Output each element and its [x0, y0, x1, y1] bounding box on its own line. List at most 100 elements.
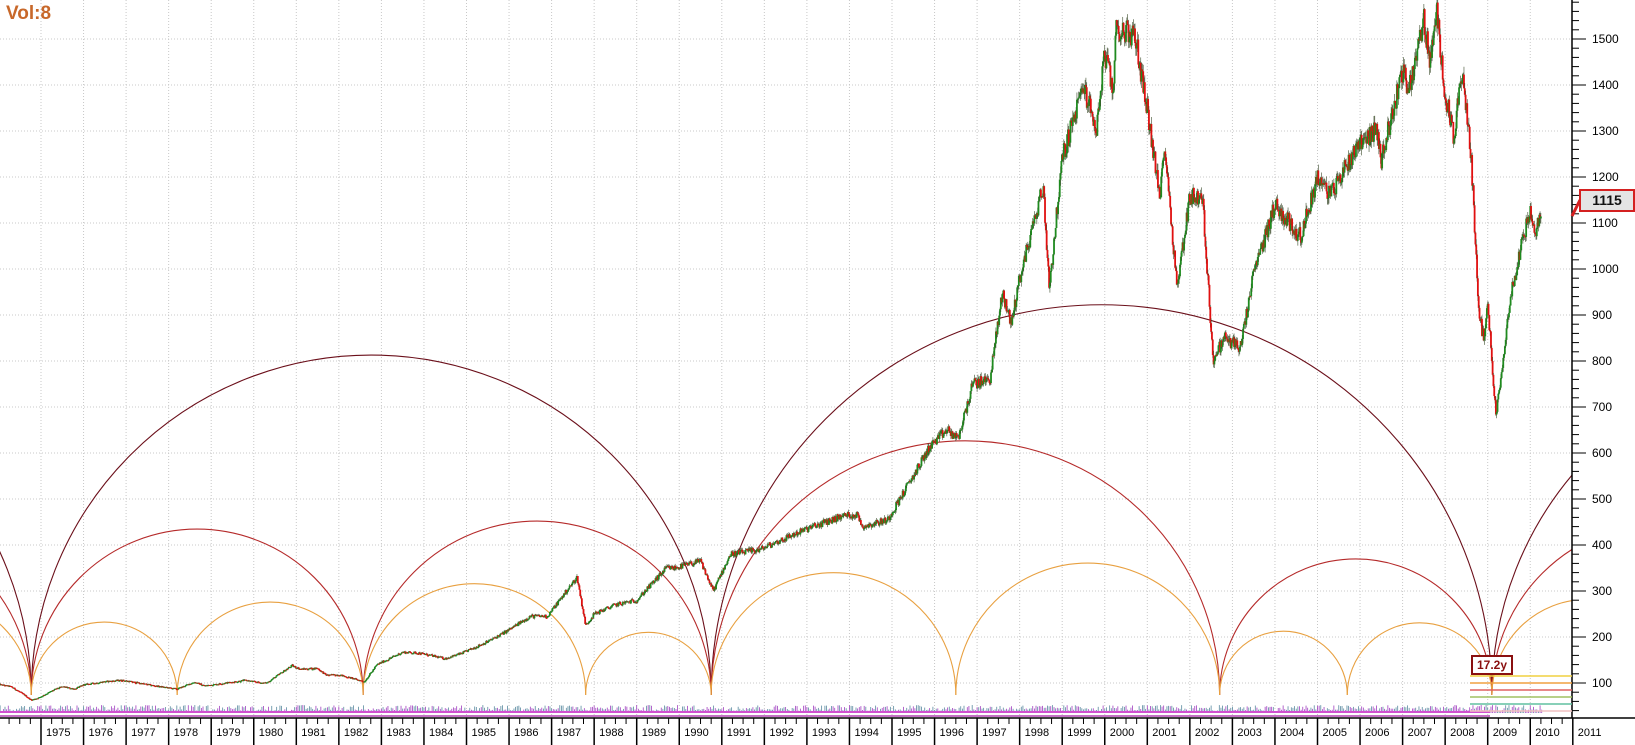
candle	[94, 683, 97, 685]
candle	[959, 430, 961, 439]
cycle-arc-mid	[362, 520, 712, 696]
candle	[1178, 276, 1181, 280]
candle	[570, 585, 573, 587]
candle	[863, 528, 866, 530]
candle	[585, 623, 587, 625]
candle	[1495, 411, 1498, 415]
candle	[50, 691, 53, 693]
candle	[1448, 99, 1451, 117]
candle	[541, 615, 544, 617]
candle	[52, 690, 55, 692]
candle	[972, 381, 975, 384]
y-tick-label: 900	[1592, 308, 1612, 322]
candle	[763, 548, 766, 550]
candle	[1386, 121, 1389, 141]
candle	[597, 611, 600, 613]
candle	[577, 583, 580, 586]
candle	[46, 693, 49, 695]
candle	[1121, 35, 1123, 37]
candle	[760, 548, 762, 550]
candle	[801, 529, 803, 533]
candle	[514, 624, 517, 627]
candle	[703, 568, 706, 570]
cycle-arc-short	[710, 572, 957, 696]
candle	[276, 674, 279, 676]
candle	[1446, 110, 1449, 113]
candle	[526, 619, 529, 621]
candle	[1488, 315, 1491, 331]
candle	[1522, 234, 1525, 236]
candle	[1172, 244, 1175, 255]
candle	[238, 680, 241, 682]
candle	[1247, 297, 1250, 311]
candle	[1431, 39, 1433, 58]
candle	[1225, 336, 1228, 339]
candle	[619, 601, 622, 604]
candle	[1179, 256, 1182, 265]
candle	[855, 512, 858, 518]
candle	[121, 680, 123, 682]
candle	[1137, 39, 1140, 65]
candle	[1107, 54, 1109, 62]
candle	[1057, 201, 1060, 215]
candle	[877, 521, 879, 523]
candle	[1043, 186, 1046, 198]
candle	[739, 549, 742, 552]
candle	[412, 653, 415, 655]
candle	[835, 521, 838, 523]
candle	[758, 548, 761, 553]
candle	[1374, 124, 1377, 135]
candle	[962, 420, 965, 426]
candle	[1213, 360, 1216, 365]
candle	[1413, 57, 1416, 70]
candle	[1166, 173, 1169, 178]
candle	[1130, 28, 1133, 46]
candle	[1054, 228, 1057, 238]
candle	[837, 514, 839, 516]
x-axis: 1975 1976 1977 1978 1979 1980 1981 1982 1983 1984…	[0, 717, 1635, 745]
candle	[1063, 143, 1066, 145]
candle	[1361, 144, 1364, 149]
candle	[1408, 88, 1411, 94]
candle	[1210, 323, 1213, 332]
candle	[1168, 191, 1171, 196]
candle	[783, 540, 785, 542]
candle	[1209, 306, 1212, 324]
candle	[1307, 209, 1310, 215]
candle	[538, 615, 541, 617]
candle	[1108, 62, 1111, 66]
cycle-arc-mid	[1491, 548, 1572, 696]
candle	[1367, 130, 1370, 137]
candle	[1170, 207, 1172, 225]
candle	[603, 609, 606, 612]
candle	[1035, 213, 1038, 219]
candle	[1175, 270, 1178, 285]
candle	[270, 679, 273, 681]
candle	[1330, 185, 1333, 197]
candle	[1359, 138, 1361, 150]
candle	[416, 653, 419, 655]
candle	[943, 432, 946, 435]
grid	[0, 0, 1572, 718]
candle	[887, 516, 889, 521]
candle	[1418, 29, 1421, 41]
candle	[636, 600, 639, 603]
candle	[919, 465, 922, 468]
cycle-arc-short	[362, 583, 587, 696]
candle	[974, 378, 977, 381]
candle	[571, 583, 573, 586]
candle	[1142, 71, 1145, 93]
candle	[728, 556, 731, 559]
candle	[584, 616, 587, 624]
candle	[1177, 279, 1180, 284]
candle	[1346, 166, 1348, 168]
candle	[886, 520, 888, 522]
candle	[989, 382, 992, 384]
candle	[181, 686, 184, 688]
candle	[1401, 82, 1404, 84]
candle	[715, 582, 718, 585]
candle	[738, 551, 741, 555]
candle	[617, 602, 620, 606]
candle	[1535, 227, 1538, 237]
